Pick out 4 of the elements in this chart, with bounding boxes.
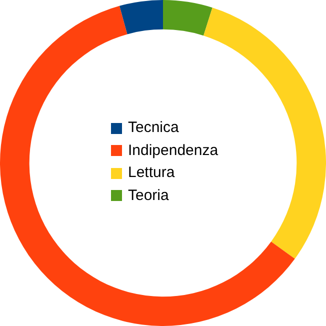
legend-label: Indipendenza [128, 140, 218, 160]
legend-label: Teoria [128, 186, 169, 206]
legend-label: Lettura [128, 163, 175, 183]
legend-label: Tecnica [128, 118, 179, 138]
